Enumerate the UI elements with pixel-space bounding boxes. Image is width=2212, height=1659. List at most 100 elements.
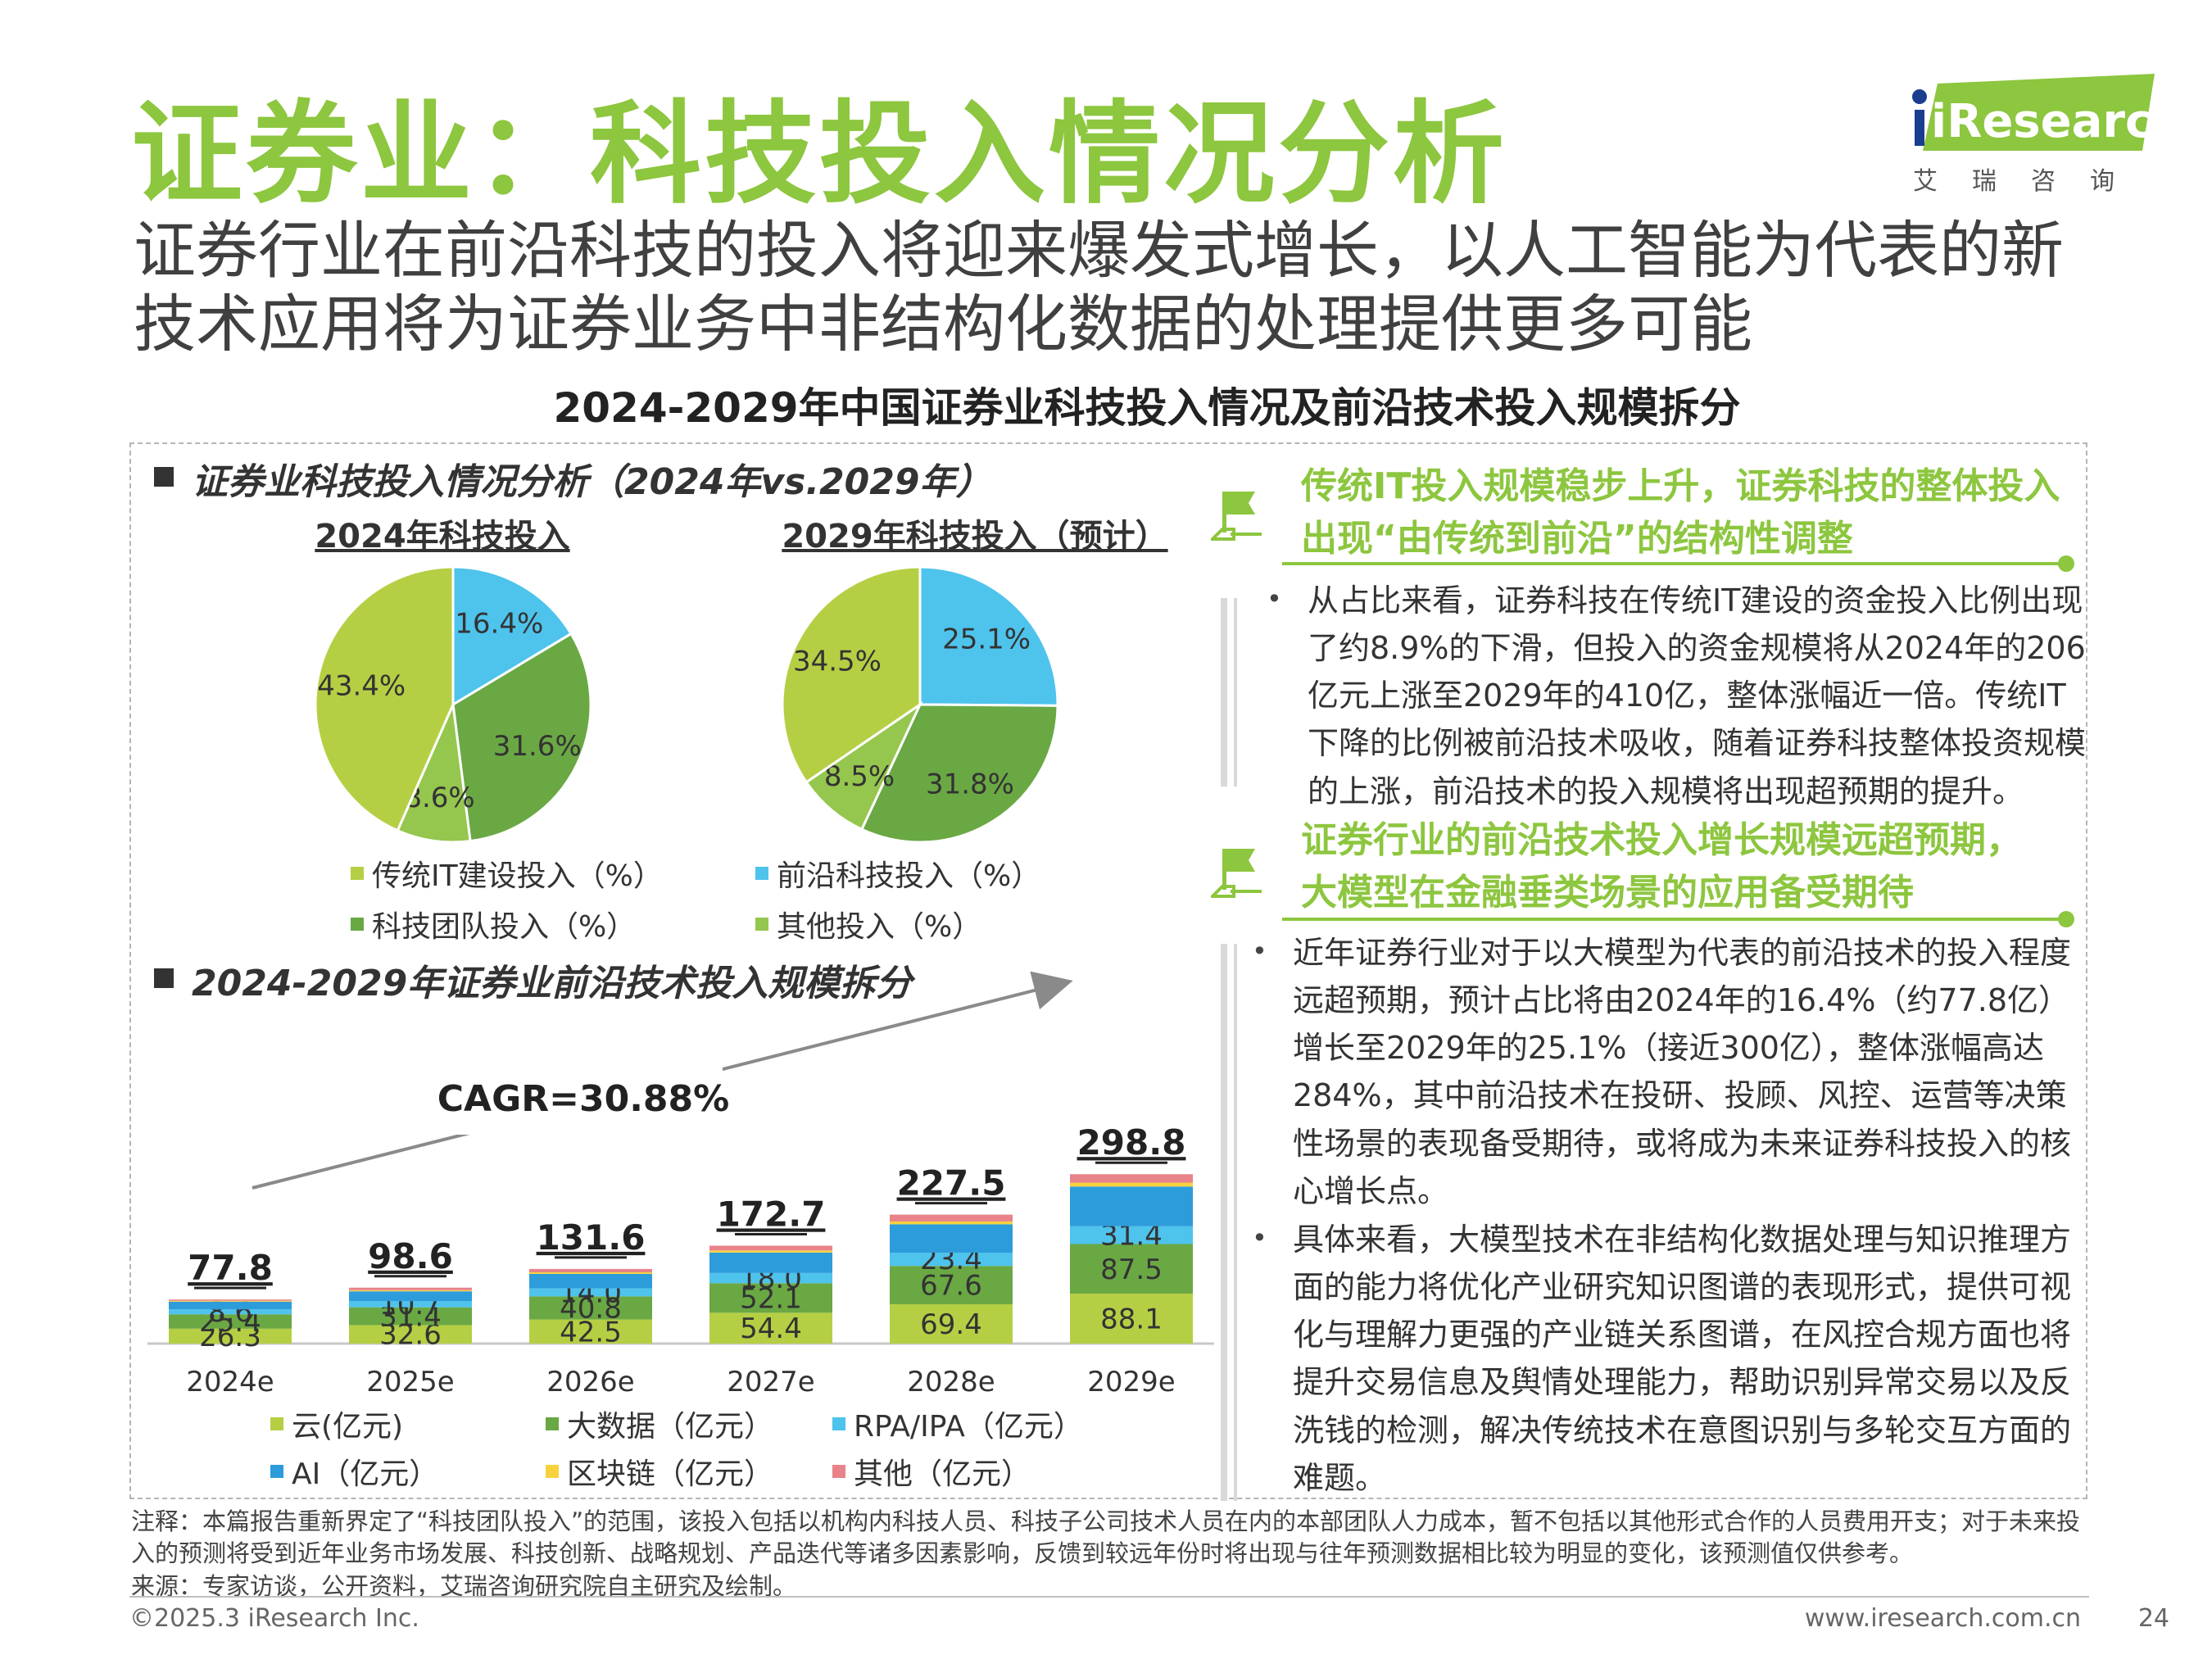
para-1-bar-thin: [1234, 598, 1237, 786]
cagr-label: CAGR=30.88%: [437, 1078, 729, 1120]
bar-total-label: 172.7: [717, 1194, 826, 1234]
right-heading-1-line-1: 传统IT投入规模稳步上升，证券科技的整体投入: [1301, 465, 2060, 507]
pie-slice: [859, 703, 1059, 844]
pie-slice: [781, 565, 922, 784]
bar-segment: [709, 1252, 832, 1273]
x-tick-label: 2025e: [366, 1366, 454, 1398]
bar-segment-label: 87.5: [1100, 1253, 1163, 1286]
flag-icon-graphic: [1208, 849, 1262, 898]
legend-swatch: [351, 867, 364, 880]
legend-label: 云(亿元): [292, 1410, 404, 1444]
heading-2-underline-dot: [2058, 911, 2074, 927]
page-title: 证券业：科技投入情况分析: [131, 90, 1507, 220]
bar-segment: [349, 1301, 472, 1308]
x-tick-label: 2026e: [546, 1366, 634, 1398]
bar-segment: [529, 1272, 652, 1274]
bullet: •: [1252, 936, 1267, 967]
bar-segment: [709, 1272, 832, 1284]
pie-slice: [918, 565, 1059, 707]
bar-segment: [169, 1300, 292, 1302]
bar-total-label: 131.6: [537, 1217, 646, 1258]
logo-text: iResearch: [1931, 95, 2159, 148]
right-heading-2-line-2: 大模型在金融垂类场景的应用备受期待: [1301, 871, 1914, 913]
footer-divider: [129, 1596, 2089, 1598]
bar-total-label: 77.8: [188, 1248, 273, 1288]
bar-segment: [1070, 1186, 1193, 1226]
right-heading-1-line-2: 出现“由传统到前沿”的结构性调整: [1301, 517, 1853, 560]
x-tick-label: 2029e: [1087, 1366, 1175, 1398]
pie-2024-title: 2024年科技投入: [315, 518, 570, 555]
bar-segment: [529, 1319, 652, 1344]
bar-segment: [1070, 1244, 1193, 1294]
right-paragraph-1: 从占比来看，证券科技在传统IT建设的资金投入比例出现了约8.9%的下滑，但投入的…: [1308, 582, 2087, 809]
pie-slice-label: 8.5%: [824, 760, 895, 793]
pie-legend: 传统IT建设投入（%） 前沿科技投入（%） 科技团队投入（%） 其他投入（%）: [351, 852, 1170, 959]
flag-icon: [1208, 485, 1267, 544]
x-tick-label: 2024e: [186, 1366, 274, 1398]
bar-segment: [349, 1307, 472, 1326]
para-1-bar: [1221, 598, 1227, 786]
para-2-bar: [1221, 944, 1227, 1501]
bar-total-label: 227.5: [897, 1163, 1006, 1203]
right-heading-2: 证券行业的前沿技术投入增长规模远超预期， 大模型在金融垂类场景的应用备受期待: [1301, 814, 2087, 919]
legend-swatch: [270, 1465, 283, 1478]
bar-segment-label: 88.1: [1100, 1303, 1163, 1336]
legend-label: 传统IT建设投入（%）: [372, 859, 663, 893]
flag-icon-graphic: [1208, 492, 1262, 541]
bar-segment: [169, 1309, 292, 1315]
chart-title: 2024-2029年中国证券业科技投入情况及前沿技术投入规模拆分: [553, 384, 1741, 432]
x-tick-label: 2028e: [907, 1366, 995, 1398]
bar-segment: [890, 1303, 1013, 1344]
bar-segment: [890, 1266, 1013, 1304]
bar-segment: [169, 1328, 292, 1344]
bar-total-label: 298.8: [1077, 1122, 1186, 1163]
logo-graphic: iResearch: [1912, 74, 2185, 151]
flag-icon: [1208, 842, 1267, 901]
bar-segment: [349, 1290, 472, 1292]
legend-swatch: [832, 1417, 845, 1430]
legend-swatch: [755, 867, 768, 880]
bar-segment: [349, 1325, 472, 1344]
bar-chart: CAGR=30.88% 26.325.48.677.82024e32.631.4…: [147, 971, 1214, 1398]
legend-label: 其他投入（%）: [777, 910, 982, 944]
legend-swatch: [546, 1417, 559, 1430]
pie-2029-title: 2029年科技投入（预计）: [782, 518, 1168, 555]
bar-segment: [1070, 1294, 1193, 1344]
bar-segment-label: 67.6: [920, 1270, 982, 1303]
bar-segment: [529, 1273, 652, 1289]
bar-segment: [169, 1299, 292, 1301]
legend-label: 其他（亿元）: [854, 1457, 1031, 1491]
right-paragraph-3: 具体来看，大模型技术在非结构化数据处理与知识推理方面的能力将优化产业研究知识图谱…: [1293, 1222, 2072, 1496]
section-marker: [154, 968, 174, 988]
pie-slice: [451, 565, 573, 707]
bar-section-heading: 2024-2029年证券业前沿技术投入规模拆分: [192, 963, 913, 1004]
bar-segment: [1070, 1226, 1193, 1244]
iresearch-logo: iResearch: [1905, 72, 2185, 154]
legend-label: RPA/IPA（亿元）: [854, 1410, 1083, 1444]
pie-slice: [805, 700, 923, 832]
bar-segment: [529, 1288, 652, 1297]
bar-total-label: 98.6: [368, 1236, 453, 1276]
bar-segment: [169, 1301, 292, 1310]
subtitle-line-2: 技术应用将为证券业务中非结构化数据的处理提供更多可能: [134, 288, 1752, 360]
logo-subtitle: 艾瑞咨询: [1913, 167, 2149, 196]
legend-label: AI（亿元）: [292, 1457, 439, 1491]
bar-legend: 云(亿元) 大数据（亿元） RPA/IPA（亿元） AI（亿元） 区块链（亿元）…: [270, 1403, 1172, 1509]
bar-segment: [890, 1253, 1013, 1267]
bullet: •: [1267, 583, 1282, 614]
pie-slice-label: 16.4%: [455, 608, 543, 641]
source-text: 来源：专家访谈，公开资料，艾瑞咨询研究院自主研究及绘制。: [131, 1571, 797, 1600]
heading-1-underline-dot: [2058, 555, 2074, 572]
right-heading-1: 传统IT投入规模稳步上升，证券科技的整体投入 出现“由传统到前沿”的结构性调整: [1301, 460, 2087, 565]
heading-1-underline: [1282, 562, 2069, 565]
bar-legend-item: 区块链（亿元）: [546, 1450, 773, 1493]
bar-segment-label: 69.4: [920, 1308, 982, 1341]
heading-2-underline: [1282, 918, 2069, 921]
legend-label: 区块链（亿元）: [567, 1457, 774, 1491]
page-number: 24: [2137, 1604, 2169, 1633]
website-link[interactable]: www.iresearch.com.cn: [1804, 1604, 2081, 1633]
legend-label: 科技团队投入（%）: [372, 910, 637, 944]
pie-slice-label: 25.1%: [942, 623, 1031, 656]
legend-label: 大数据（亿元）: [567, 1410, 774, 1444]
bar-legend-item: 大数据（亿元）: [546, 1403, 773, 1445]
